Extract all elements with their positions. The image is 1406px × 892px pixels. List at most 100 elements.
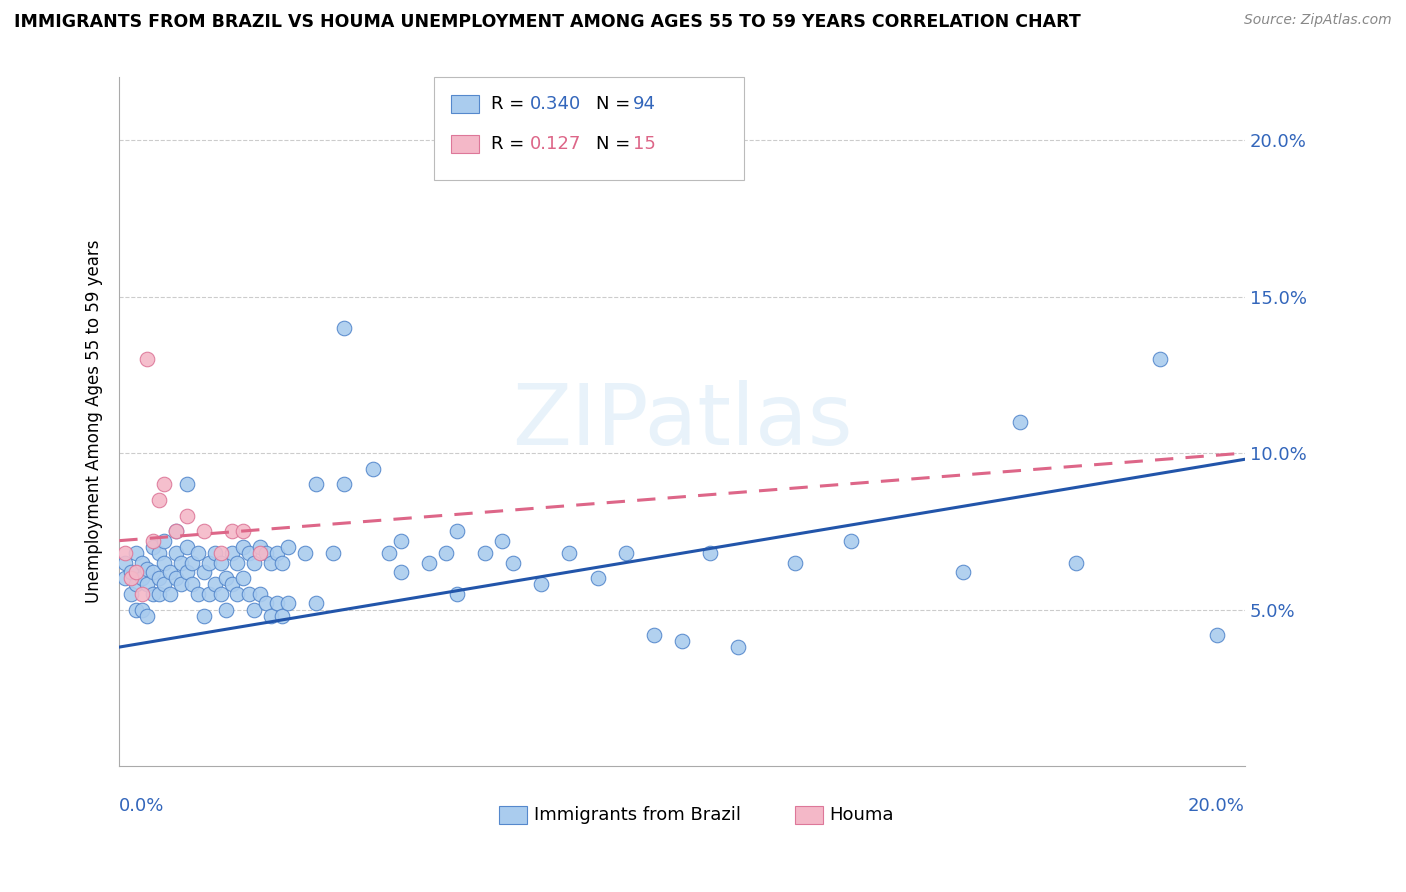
Text: ZIPatlas: ZIPatlas <box>512 380 852 463</box>
Point <box>120 571 142 585</box>
Point <box>671 633 693 648</box>
Point <box>114 571 136 585</box>
Point <box>165 524 187 539</box>
Point <box>418 556 440 570</box>
Point <box>277 540 299 554</box>
Point <box>176 508 198 523</box>
Point <box>249 546 271 560</box>
Point <box>181 556 204 570</box>
Point <box>148 587 170 601</box>
Point <box>159 587 181 601</box>
Point <box>238 546 260 560</box>
Point <box>249 540 271 554</box>
Point <box>434 546 457 560</box>
Point <box>305 596 328 610</box>
Text: R =: R = <box>491 136 530 153</box>
Text: IMMIGRANTS FROM BRAZIL VS HOUMA UNEMPLOYMENT AMONG AGES 55 TO 59 YEARS CORRELATI: IMMIGRANTS FROM BRAZIL VS HOUMA UNEMPLOY… <box>14 13 1081 31</box>
Point <box>131 587 153 601</box>
Point <box>193 524 215 539</box>
Point <box>643 627 665 641</box>
Point <box>136 562 159 576</box>
Point <box>260 556 283 570</box>
Point <box>198 556 221 570</box>
Point <box>125 577 148 591</box>
Point <box>221 546 243 560</box>
Y-axis label: Unemployment Among Ages 55 to 59 years: Unemployment Among Ages 55 to 59 years <box>86 240 103 604</box>
Point <box>474 546 496 560</box>
Point <box>783 556 806 570</box>
Text: 15: 15 <box>633 136 655 153</box>
Point <box>558 546 581 560</box>
Point <box>254 546 277 560</box>
Point <box>243 602 266 616</box>
Point <box>165 571 187 585</box>
Point <box>131 602 153 616</box>
Point <box>530 577 553 591</box>
Point <box>614 546 637 560</box>
Point <box>389 565 412 579</box>
Point <box>491 533 513 548</box>
Point <box>204 577 226 591</box>
Point <box>1064 556 1087 570</box>
Point <box>153 577 176 591</box>
Point <box>148 546 170 560</box>
Point <box>125 546 148 560</box>
Point <box>142 533 165 548</box>
Point <box>446 587 468 601</box>
Point <box>333 321 356 335</box>
Point <box>389 533 412 548</box>
Text: Houma: Houma <box>830 806 894 824</box>
Point <box>136 352 159 367</box>
Text: 0.340: 0.340 <box>530 95 581 113</box>
Point <box>136 577 159 591</box>
Point <box>165 546 187 560</box>
Point <box>170 577 193 591</box>
Point <box>271 608 294 623</box>
Point <box>305 477 328 491</box>
Point <box>204 546 226 560</box>
Text: N =: N = <box>596 95 636 113</box>
Point <box>198 587 221 601</box>
Point <box>120 587 142 601</box>
Point <box>148 493 170 508</box>
Point <box>294 546 316 560</box>
Point <box>333 477 356 491</box>
Point <box>260 608 283 623</box>
Point <box>1008 415 1031 429</box>
Point <box>232 540 254 554</box>
Point <box>1149 352 1171 367</box>
Point <box>502 556 524 570</box>
Point <box>136 608 159 623</box>
Point <box>193 565 215 579</box>
Point <box>254 596 277 610</box>
Point <box>1205 627 1227 641</box>
Point <box>176 540 198 554</box>
Point <box>586 571 609 585</box>
Point <box>232 524 254 539</box>
Point <box>226 556 249 570</box>
Point <box>446 524 468 539</box>
Point <box>266 596 288 610</box>
Point <box>148 571 170 585</box>
Point <box>209 556 232 570</box>
Text: 94: 94 <box>633 95 655 113</box>
Point <box>209 587 232 601</box>
Point <box>727 640 749 654</box>
Point <box>170 556 193 570</box>
Point <box>271 556 294 570</box>
Point <box>378 546 401 560</box>
Point <box>142 540 165 554</box>
Point <box>153 556 176 570</box>
Text: 20.0%: 20.0% <box>1188 797 1244 814</box>
Point <box>226 587 249 601</box>
Text: Source: ZipAtlas.com: Source: ZipAtlas.com <box>1244 13 1392 28</box>
Point <box>277 596 299 610</box>
Point <box>131 571 153 585</box>
Point <box>215 602 238 616</box>
Point <box>181 577 204 591</box>
Point <box>125 565 148 579</box>
Point <box>266 546 288 560</box>
Point <box>322 546 344 560</box>
Point <box>125 602 148 616</box>
Point <box>221 577 243 591</box>
